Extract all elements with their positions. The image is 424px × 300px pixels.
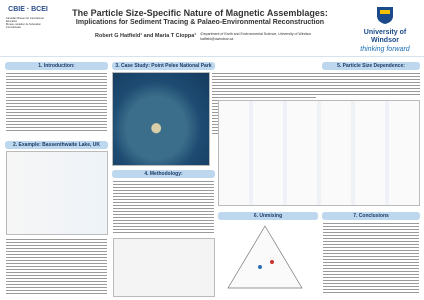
figure xyxy=(218,100,420,206)
section-header: 7. Conclusions xyxy=(322,212,420,220)
right-logo: University of Windsor thinking forward xyxy=(350,6,420,53)
map-image xyxy=(112,72,210,166)
email: hatfield@uwindsor.ca xyxy=(200,37,234,41)
section-header: 5. Particle Size Dependence: xyxy=(322,62,420,70)
section-header: 4. Methodology: xyxy=(112,170,215,178)
affiliation: ¹Department of Earth and Environmental S… xyxy=(200,32,312,36)
body-text xyxy=(6,72,107,132)
body-text xyxy=(6,238,107,295)
university-name: University of Windsor xyxy=(363,29,407,44)
logo-name-fr: Bureau canadien de l'éducation internati… xyxy=(6,23,41,29)
body-text xyxy=(218,72,420,96)
section-header: 6. Unmixing xyxy=(218,212,318,220)
body-text xyxy=(113,180,214,234)
left-logo: CBIE · BCEI Canadian Bureau for Internat… xyxy=(6,6,50,50)
header xyxy=(0,0,424,57)
authors: Robert G Hatfield¹ and Maria T Cioppa¹ xyxy=(95,33,197,39)
ternary-figure xyxy=(227,225,303,289)
logo-acronym: CBIE · BCEI xyxy=(8,6,48,13)
shield xyxy=(377,7,393,24)
subtitle: Implications for Sediment Tracing & Pala… xyxy=(75,19,325,26)
tagline: thinking forward xyxy=(360,46,410,53)
section-header: 2. Example: Bassenthwaite Lake, UK xyxy=(5,141,108,149)
title: The Particle Size-Specific Nature of Mag… xyxy=(72,8,328,18)
figure xyxy=(113,238,215,297)
section-header: 3. Case Study: Point Pelee National Park xyxy=(112,62,215,70)
body-text xyxy=(323,222,419,294)
logo-name-en: Canadian Bureau for International Educat… xyxy=(6,17,44,23)
section-header: 1. Introduction: xyxy=(5,62,108,70)
figure xyxy=(6,151,108,235)
